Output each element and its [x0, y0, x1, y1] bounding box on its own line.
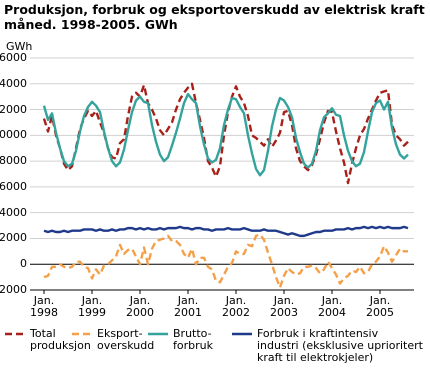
legend-label: Eksport- overskudd	[97, 327, 155, 352]
x-tick-label: Jan. 2000	[126, 294, 154, 319]
y-tick-label: 2000	[0, 231, 27, 245]
y-axis-label: GWh	[6, 40, 33, 53]
y-tick-label: 16000	[0, 51, 27, 64]
x-tick-label: Jan. 2005	[366, 294, 394, 319]
x-tick-label: Jan. 2001	[174, 294, 202, 319]
x-tick-label: Jan. 1998	[30, 294, 58, 319]
series-line	[42, 92, 409, 177]
y-tick-label: 10000	[0, 128, 27, 142]
y-tick-label: 6000	[0, 179, 27, 193]
legend-label: Total produksjon	[30, 327, 91, 352]
chart-title: Produksjon, forbruk og eksportoverskudd …	[4, 2, 430, 32]
y-tick-label: -2000	[0, 283, 27, 296]
x-tick-label: Jan. 2002	[222, 294, 250, 319]
series-line	[42, 82, 409, 185]
legend-label: Brutto- forbruk	[173, 327, 213, 352]
y-tick-label: 14000	[0, 76, 27, 90]
y-tick-label: 0	[20, 257, 27, 271]
x-tick-label: Jan. 2003	[270, 294, 298, 319]
y-tick-label: 8000	[0, 154, 27, 168]
y-tick-label: 4000	[0, 205, 27, 219]
x-tick-label: Jan. 2004	[318, 294, 346, 319]
x-tick-label: Jan. 1999	[78, 294, 106, 319]
legend-label: Forbruk i kraftintensiv industri (eksklu…	[257, 327, 423, 364]
series-line	[43, 233, 408, 289]
series-line	[43, 225, 409, 238]
y-tick-label: 12000	[0, 102, 27, 116]
